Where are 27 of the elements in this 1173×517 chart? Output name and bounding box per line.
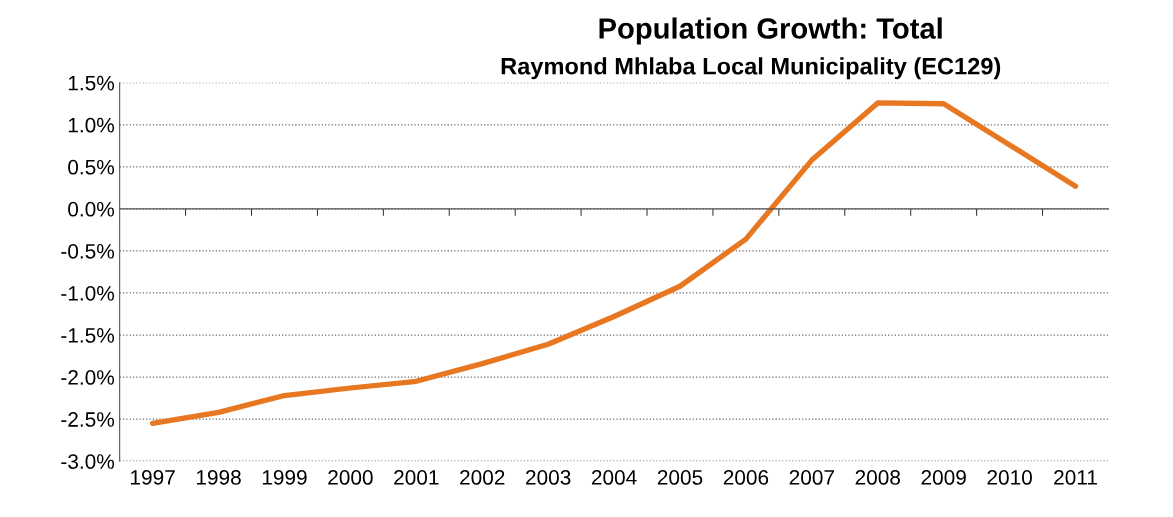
chart-subtitle: Raymond Mhlaba Local Municipality (EC129)	[501, 57, 1001, 80]
x-tick-label: 2008	[855, 470, 901, 485]
x-tick-label: 2007	[789, 470, 834, 485]
y-tick-label: 0.0%	[68, 201, 115, 217]
x-tick-label: 1999	[262, 470, 307, 485]
x-tick-label: 2006	[723, 470, 769, 485]
chart-title: Population Growth: Total	[599, 17, 942, 45]
x-tick-label: 2011	[1054, 470, 1097, 485]
y-tick-label: 1.5%	[68, 75, 115, 91]
y-tick-label: -1.0%	[61, 285, 115, 301]
y-tick-label: 1.0%	[68, 117, 115, 133]
x-tick-label: 2003	[526, 470, 571, 485]
x-tick-label: 2005	[657, 470, 703, 485]
y-tick-label: -0.5%	[61, 243, 115, 259]
y-tick-label: -2.5%	[61, 412, 115, 427]
y-tick-label: -3.0%	[61, 454, 115, 469]
x-tick-label: 2009	[921, 470, 966, 485]
x-tick-label: 2010	[987, 470, 1032, 485]
x-tick-label: 2004	[591, 470, 637, 485]
x-tick-label: 1998	[196, 470, 241, 485]
y-tick-label: 0.5%	[68, 159, 115, 175]
y-tick-label: -1.5%	[61, 328, 115, 343]
x-tick-label: 1997	[131, 470, 175, 485]
x-tick-label: 2001	[394, 470, 439, 485]
x-tick-label: 2002	[460, 470, 505, 485]
x-tick-label: 2000	[328, 470, 373, 485]
y-tick-label: -2.0%	[61, 370, 115, 385]
